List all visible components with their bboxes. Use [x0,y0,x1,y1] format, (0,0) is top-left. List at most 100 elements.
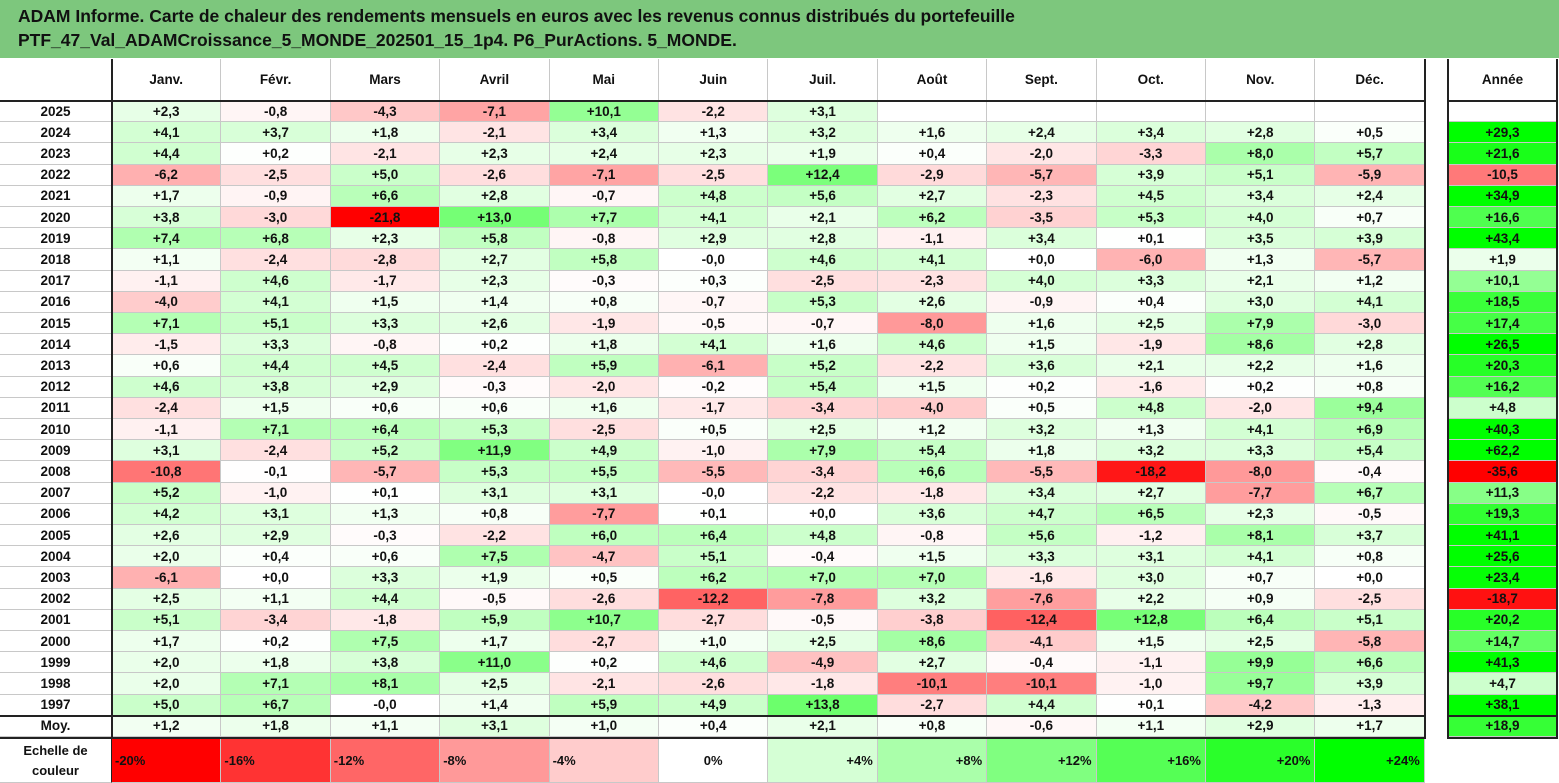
heatmap-cell: -7,7 [1206,482,1316,504]
heatmap-cell: +3,2 [1096,440,1206,462]
heatmap-cell: +13,0 [440,207,550,229]
separator-month-right [1423,59,1426,739]
heatmap-cell: +4,6 [877,334,988,356]
heatmap-cell: +1,9 [768,143,878,165]
heatmap-cell: +6,6 [877,461,988,483]
heatmap-cell: +0,1 [1096,694,1206,716]
heatmap-cell: +5,4 [768,376,878,398]
heatmap-cell: +3,3 [330,567,441,589]
heatmap-cell: +1,5 [877,546,988,568]
row-label: 2001 [0,609,112,631]
heatmap-cell: +2,9 [221,525,331,547]
row-label: 2022 [0,164,112,186]
heatmap-cell: -5,7 [1315,249,1425,271]
heatmap-cell: +6,6 [1315,652,1425,674]
separator-average-year [1448,714,1558,717]
heatmap-cell: +1,8 [987,440,1097,462]
heatmap-cell: -10,8 [112,461,222,483]
month-header: Oct. [1096,59,1206,101]
heatmap-cell: +2,5 [1206,631,1316,653]
heatmap-cell: -0,1 [221,461,331,483]
heatmap-cell: +4,0 [987,270,1097,292]
heatmap-cell: +2,6 [112,525,222,547]
heatmap-cell: +2,9 [659,228,769,250]
heatmap-cell: -3,4 [768,461,878,483]
heatmap-cell: -0,3 [440,376,550,398]
heatmap-cell: +3,8 [330,652,441,674]
heatmap-cell: +6,7 [221,694,331,716]
heatmap-cell: +1,3 [659,122,769,144]
heatmap-cell: +2,5 [440,673,550,695]
heatmap-cell: -1,0 [659,440,769,462]
heatmap-cell: +6,4 [659,525,769,547]
heatmap-cell: +7,7 [549,207,659,229]
heatmap-cell: +3,3 [330,313,441,335]
heatmap-cell: -1,0 [221,482,331,504]
separator-year-right [1556,59,1558,739]
heatmap-cell: +7,1 [221,673,331,695]
annual-cell: +25,6 [1448,546,1558,568]
scale-swatch: +24% [1315,739,1425,783]
heatmap-cell: +4,1 [659,334,769,356]
heatmap-cell: +1,3 [1096,419,1206,441]
heatmap-cell: -2,4 [221,249,331,271]
heatmap-cell: +1,9 [440,567,550,589]
heatmap-cell: -5,5 [659,461,769,483]
scale-swatch: -16% [221,739,331,783]
row-label: Moy. [0,715,112,737]
heatmap-cell: -1,1 [1096,652,1206,674]
heatmap-cell: +7,5 [440,546,550,568]
heatmap-cell: +8,6 [1206,334,1316,356]
row-label: 2013 [0,355,112,377]
annual-cell: +38,1 [1448,694,1558,716]
annual-cell: +20,2 [1448,609,1558,631]
heatmap-cell: -2,5 [768,270,878,292]
heatmap-cell: +1,6 [1315,355,1425,377]
row-label: 2010 [0,419,112,441]
heatmap-cell: +12,4 [768,164,878,186]
heatmap-cell: +0,1 [330,482,441,504]
heatmap-cell: +3,8 [221,376,331,398]
heatmap-cell: -0,0 [659,249,769,271]
heatmap-cell: -0,5 [659,313,769,335]
heatmap-cell: +2,8 [440,185,550,207]
heatmap-cell: +5,9 [440,609,550,631]
heatmap-cell: -7,8 [768,588,878,610]
heatmap-cell: +3,1 [768,101,878,123]
heatmap-cell: -0,5 [440,588,550,610]
heatmap-cell: +0,0 [1315,567,1425,589]
heatmap-cell: +6,2 [659,567,769,589]
heatmap-cell: +0,6 [440,397,550,419]
separator-label-column [111,59,113,739]
heatmap-cell: -0,9 [221,185,331,207]
heatmap-cell: +2,1 [768,207,878,229]
heatmap-cell: +3,8 [112,207,222,229]
heatmap-cell: +4,8 [1096,397,1206,419]
heatmap-cell: +3,6 [877,503,988,525]
annual-cell: -18,7 [1448,588,1558,610]
heatmap-cell: +8,1 [1206,525,1316,547]
annual-cell: +16,2 [1448,376,1558,398]
heatmap-cell: +0,0 [768,503,878,525]
heatmap-cell: -6,1 [112,567,222,589]
heatmap-cell: +5,5 [549,461,659,483]
heatmap-cell: +6,5 [1096,503,1206,525]
heatmap-cell: +3,9 [1096,164,1206,186]
heatmap-cell: +1,4 [440,694,550,716]
row-label: 2012 [0,376,112,398]
heatmap-cell: -2,7 [659,609,769,631]
separator-scale-year [1448,737,1558,739]
scale-label-line-2: couleur [32,762,79,778]
heatmap-cell: -0,4 [987,652,1097,674]
heatmap-cell: -0,7 [549,185,659,207]
heatmap-cell: +3,9 [1315,673,1425,695]
heatmap-cell: -4,0 [877,397,988,419]
heatmap-cell: -7,1 [440,101,550,123]
heatmap-cell: -0,4 [768,546,878,568]
heatmap-cell: -4,7 [549,546,659,568]
row-label: 1998 [0,673,112,695]
annual-cell: +26,5 [1448,334,1558,356]
heatmap-cell: +0,3 [659,270,769,292]
heatmap-cell: -2,7 [877,694,988,716]
title-line-1: ADAM Informe. Carte de chaleur des rende… [18,6,1015,26]
